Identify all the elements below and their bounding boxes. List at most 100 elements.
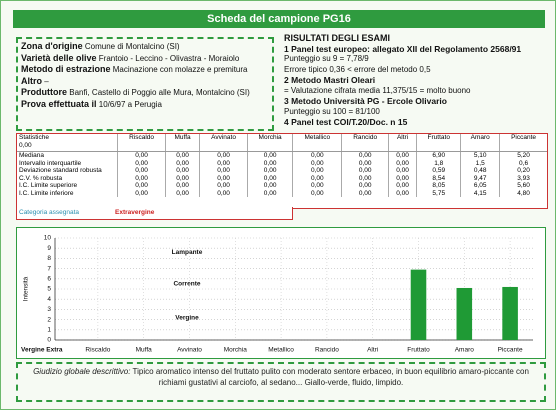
- cell: 0,00: [387, 159, 417, 167]
- info-line: Produttore Banfi, Castello di Poggio all…: [21, 87, 269, 99]
- title: Scheda del campione PG16: [13, 10, 545, 28]
- y-tick-label: 7: [47, 265, 51, 272]
- row-label: Mediana: [19, 152, 44, 159]
- cell: 0,00: [341, 151, 389, 160]
- info-value: Comune di Montalcino (SI): [84, 42, 180, 51]
- cell: 1,8: [416, 159, 461, 167]
- cell: 4,15: [460, 189, 500, 197]
- x-tick-label: Amaro: [455, 347, 475, 354]
- category-value: Extravergine: [115, 209, 155, 216]
- cell: 5,75: [416, 189, 461, 197]
- cell: 4,80: [499, 189, 547, 197]
- cell: 5,60: [499, 182, 547, 190]
- cell: 0,00: [292, 182, 342, 190]
- x-tick-label: Muffa: [136, 347, 153, 354]
- cell: 0,00: [387, 151, 417, 160]
- info-line: Altro –: [21, 76, 269, 88]
- row-label: Intervallo interquartile: [19, 159, 82, 167]
- cell: 0,00: [165, 189, 200, 197]
- cell: 0,00: [165, 182, 200, 190]
- info-line: Zona d'origine Comune di Montalcino (SI): [21, 41, 269, 53]
- info-value: –: [44, 76, 49, 86]
- cell: 0,00: [247, 189, 293, 197]
- cell: 0,00: [292, 189, 342, 197]
- chart: 0 1 2 3 4 5 6 7 8 9 10 Intensità Vergine Extra Lampan…: [21, 235, 533, 354]
- info-value: Frantoio - Leccino - Olivastra - Moraiol…: [98, 53, 240, 63]
- header-row: Statistiche 0,00 Riscaldo Muffa Avvinato Morc…: [17, 134, 547, 152]
- results: RISULTATI DEGLI ESAMI 1 Panel test europe…: [284, 33, 549, 128]
- column-header: Avvinato: [199, 134, 248, 152]
- cell: 0,00: [247, 159, 293, 167]
- cell: 0,00: [165, 151, 200, 160]
- x-tick-label: Morchia: [224, 347, 248, 354]
- y-tick-label: 0: [47, 337, 51, 344]
- cell: 0,6: [499, 159, 547, 167]
- result-item: 4 Panel test COI/T.20/Doc. n 15: [284, 117, 408, 127]
- cell: 0,00: [199, 159, 248, 167]
- cell: 6,90: [416, 151, 461, 160]
- cell: 0,00: [199, 167, 248, 175]
- column-header: Amaro: [460, 134, 500, 152]
- table-row: C.V. % robusta 0,00 0,00 0,00 0,00 0,00 0,00 0,…: [17, 174, 547, 182]
- cell: 0,59: [416, 167, 461, 175]
- bar: [410, 269, 427, 340]
- row-label: Deviazione standard robusta: [19, 167, 102, 174]
- footer-label: Giudizio globale descrittivo:: [33, 367, 131, 376]
- cell: 0,00: [116, 189, 166, 197]
- cell: 0,00: [247, 182, 293, 190]
- y-tick-label: 4: [47, 296, 51, 303]
- x-origin-label: Vergine Extra: [21, 347, 63, 354]
- footer: Giudizio globale descrittivo: Tipico aro…: [16, 362, 546, 402]
- cell: 0,00: [116, 159, 166, 167]
- cell: 0,00: [199, 182, 248, 190]
- info-line: Prova effettuata il 10/6/97 a Perugia: [21, 99, 269, 111]
- column-header: Morchia: [247, 134, 293, 152]
- cell: 0,00: [292, 174, 342, 182]
- table-row: I.C. Limite inferiore 0,00 0,00 0,00 0,00 0,0…: [17, 189, 547, 197]
- column-header: Riscaldo: [116, 134, 166, 152]
- x-tick-label: Fruttato: [407, 347, 430, 354]
- cell: 6,05: [460, 182, 500, 190]
- cell: 0,20: [499, 167, 547, 175]
- zone-label: Vergine: [175, 314, 199, 321]
- y-axis-label: Intensità: [23, 276, 30, 301]
- cell: 0,00: [247, 151, 293, 160]
- cell: 1,5: [460, 159, 500, 167]
- y-tick-label: 6: [47, 276, 51, 283]
- result-detail: = Valutazione cifrata media 11,375/15 = …: [284, 85, 471, 95]
- info-line: Metodo di estrazione Macinazione con mol…: [21, 64, 269, 76]
- cell: 0,00: [387, 189, 417, 197]
- bar: [456, 287, 473, 340]
- table-row: Deviazione standard robusta 0,00 0,00 0,00 0…: [17, 167, 547, 175]
- column-header: Muffa: [165, 134, 200, 152]
- info-value: Macinazione con molazze e premitura: [112, 65, 248, 74]
- y-tick-label: 10: [44, 235, 52, 242]
- x-tick-label: Piccante: [498, 347, 523, 354]
- cell: 0,00: [165, 167, 200, 175]
- row-label: I.C. Limite superiore: [19, 182, 78, 189]
- column-header: Fruttato: [416, 134, 461, 152]
- info-value: 10/6/97 a Perugia: [98, 99, 162, 109]
- y-tick-label: 9: [47, 245, 51, 252]
- table: Statistiche 0,00 Riscaldo Muffa Avvinato Morc…: [17, 134, 547, 197]
- x-tick-label: Avvinato: [177, 347, 202, 354]
- results-title: RISULTATI DEGLI ESAMI: [284, 33, 390, 43]
- cell: 5,10: [460, 151, 500, 160]
- y-tick-label: 8: [47, 255, 51, 262]
- cell: 0,00: [341, 182, 389, 190]
- result-detail: Punteggio su 100 = 81/100: [284, 106, 380, 116]
- corner-cell: Statistiche 0,00: [17, 134, 118, 152]
- column-header: Rancido: [341, 134, 389, 152]
- y-tick-label: 2: [47, 316, 51, 323]
- y-tick-label: 1: [47, 327, 51, 334]
- cell: 0,48: [460, 167, 500, 175]
- table-row: I.C. Limite superiore 0,00 0,00 0,00 0,00 0,0…: [17, 182, 547, 190]
- table-row: Mediana 0,00 0,00 0,00 0,00 0,00 0,00 0,00 6,90 5…: [17, 151, 547, 160]
- stats-table: Statistiche 0,00 Riscaldo Muffa Avvinato Morc…: [16, 133, 548, 209]
- cell: 0,00: [116, 167, 166, 175]
- row-label: I.C. Limite inferiore: [19, 189, 74, 197]
- info-line: Varietà delle olive Frantoio - Leccino -…: [21, 53, 269, 65]
- result-item: 3 Metodo Università PG - Ercole Olivario: [284, 96, 447, 106]
